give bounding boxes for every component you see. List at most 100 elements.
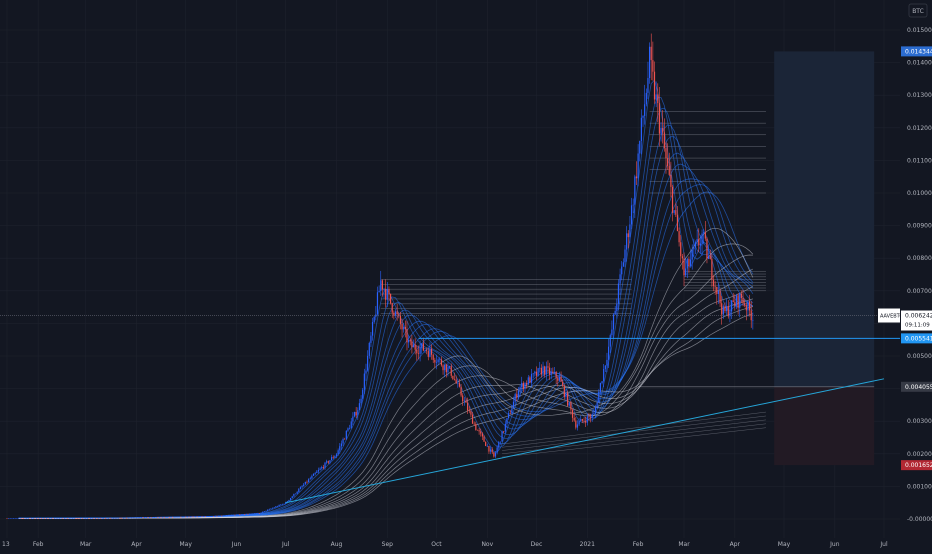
rising-band-line	[502, 415, 767, 448]
candle-body	[545, 366, 547, 375]
candle-body	[104, 518, 106, 519]
candle-body	[698, 239, 700, 246]
candle-body	[170, 516, 172, 518]
candle-body	[630, 205, 633, 225]
candle-body	[139, 517, 141, 519]
candle-body	[693, 247, 695, 250]
candle-body	[78, 518, 80, 519]
candle-body	[671, 186, 674, 213]
candle-body	[485, 441, 487, 446]
candle-body	[578, 421, 580, 425]
candle-body	[739, 293, 741, 308]
candle-body	[39, 518, 41, 519]
candle-body	[432, 354, 434, 360]
candle-body	[744, 303, 746, 306]
candle-body	[112, 517, 115, 519]
candle-body	[217, 515, 220, 517]
candle-body	[188, 516, 190, 518]
candle-body	[291, 496, 293, 498]
candle-body	[326, 461, 328, 463]
candle-body	[478, 430, 480, 432]
candle-body	[85, 518, 87, 519]
candle-body	[524, 383, 526, 390]
candle-body	[168, 517, 170, 518]
x-tick-label: Jun	[829, 541, 840, 548]
candle-body	[135, 517, 138, 519]
candle-body	[727, 306, 729, 317]
candle-body	[499, 441, 502, 443]
candle-body	[162, 517, 164, 518]
candle-body	[201, 516, 203, 518]
candle-body	[708, 255, 710, 259]
candle-body	[442, 365, 444, 371]
candle-body	[586, 416, 588, 423]
candle-body	[124, 517, 126, 519]
candle-body	[303, 484, 305, 487]
candle-body	[422, 343, 424, 351]
candle-body	[688, 258, 690, 266]
x-tick-label: Jun	[231, 541, 242, 548]
candle-body	[319, 468, 321, 470]
candle-body	[716, 286, 718, 295]
candle-body	[239, 514, 241, 516]
candle-body	[270, 508, 272, 510]
candle-body	[26, 518, 28, 519]
candle-body	[186, 516, 188, 518]
rising-band-line	[502, 427, 767, 458]
candle-body	[489, 449, 492, 452]
candle-body	[503, 431, 505, 432]
candle-body	[429, 348, 431, 357]
candle-body	[253, 513, 256, 514]
candle-body	[16, 518, 18, 519]
candle-body	[447, 367, 449, 373]
candle-body	[516, 394, 518, 398]
candle-body	[621, 266, 623, 275]
candle-body	[137, 517, 139, 519]
candle-body	[306, 481, 308, 483]
candle-body	[629, 224, 631, 238]
candle-body	[653, 71, 656, 100]
candle-body	[163, 517, 165, 518]
candle-body	[296, 491, 298, 494]
candle-body	[601, 381, 603, 384]
candle-body	[260, 512, 262, 514]
candle-body	[468, 410, 470, 412]
candle-body	[129, 517, 131, 519]
candle-body	[221, 515, 223, 517]
candle-body	[714, 286, 716, 287]
candle-body	[309, 478, 311, 480]
candle-body	[417, 353, 420, 354]
candle-body	[167, 517, 169, 518]
candle-body	[373, 316, 375, 323]
candle-body	[673, 210, 675, 213]
candle-body	[703, 232, 705, 234]
candle-body	[476, 429, 479, 431]
candle-body	[173, 516, 175, 518]
candle-body	[255, 513, 257, 514]
price-axis-panel	[900, 0, 932, 538]
candle-body	[588, 416, 590, 418]
candle-body	[94, 518, 97, 519]
candle-body	[212, 516, 215, 517]
candle-body	[393, 312, 395, 316]
candle-body	[580, 419, 582, 422]
candle-body	[234, 514, 236, 516]
candle-body	[352, 416, 354, 422]
candle-body	[317, 469, 320, 472]
candle-body	[676, 214, 679, 232]
candle-body	[408, 339, 410, 343]
candle-body	[748, 301, 751, 311]
candle-body	[322, 467, 324, 468]
candle-body	[35, 518, 38, 519]
candle-body	[426, 350, 428, 352]
candle-body	[473, 423, 475, 425]
candle-body	[750, 310, 752, 321]
candle-body	[663, 132, 665, 149]
candle-body	[193, 516, 195, 518]
time-axis[interactable]: 13 Feb Mar Apr May Jun Jul Aug Sep Oct Nov Dec 2021 F…	[0, 538, 932, 550]
y-tick-label: 0.015000	[907, 27, 932, 34]
